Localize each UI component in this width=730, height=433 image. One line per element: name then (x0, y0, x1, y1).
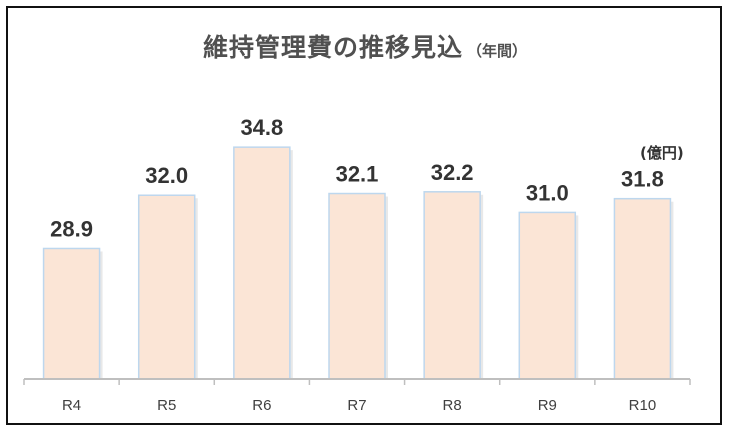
x-tick-label: R4 (62, 397, 81, 414)
bar (42, 247, 101, 380)
chart-title-main: 維持管理費の推移見込 (202, 33, 463, 62)
chart-title: 維持管理費の推移見込 （年間） (0, 28, 730, 64)
data-label: 32.0 (145, 163, 188, 188)
chart-title-suffix: （年間） (467, 42, 528, 60)
data-label: 34.8 (240, 115, 283, 140)
bar (328, 192, 386, 380)
x-tick-label: R8 (443, 397, 462, 414)
data-label: 28.9 (50, 216, 93, 241)
data-label: 31.8 (621, 167, 664, 192)
x-tick-label: R9 (538, 397, 557, 414)
bar (613, 197, 672, 380)
bar (137, 194, 196, 380)
bar (518, 211, 577, 380)
bar (423, 191, 481, 380)
x-tick-label: R6 (252, 397, 271, 414)
x-tick-label: R7 (347, 397, 366, 414)
x-tick-label: R5 (157, 397, 176, 414)
x-tick-label: R10 (629, 397, 657, 414)
data-label: 32.1 (336, 162, 379, 187)
data-label: 32.2 (431, 160, 474, 185)
data-label: 31.0 (526, 180, 569, 205)
unit-label: (億円) (640, 144, 684, 162)
bar (233, 146, 291, 380)
